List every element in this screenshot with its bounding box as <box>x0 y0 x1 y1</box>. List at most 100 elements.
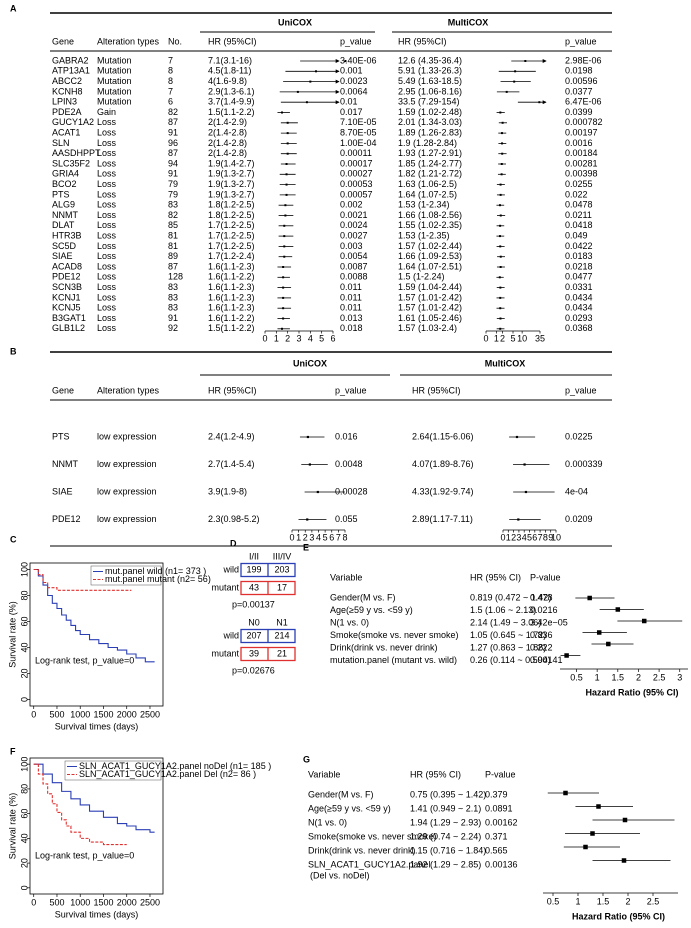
x-tick-label: 1 <box>595 672 600 682</box>
x-tick-label: 0 <box>500 532 505 542</box>
cell: 1.57 (1.03-2.4) <box>398 323 457 333</box>
cell: 1.29 (0.74 ~ 2.24) <box>410 831 481 841</box>
count: 43 <box>249 582 259 592</box>
row-label: mutant <box>211 648 239 658</box>
cell: 0.371 <box>485 831 508 841</box>
cell: 1.64 (1.07-2.5) <box>398 189 457 199</box>
cell: ABCC2 <box>52 76 82 86</box>
hr-point <box>499 307 502 310</box>
x-tick-label: 2 <box>511 532 516 542</box>
cell: 0.0023 <box>340 76 368 86</box>
column-header: HR (95%CI) <box>208 385 257 395</box>
cell: ALG9 <box>52 200 75 210</box>
column-header: p_value <box>340 36 372 46</box>
x-tick-label: 4 <box>316 532 321 542</box>
hr-point <box>308 463 311 466</box>
survival-curve <box>33 568 132 591</box>
cell: Mutation <box>97 55 132 65</box>
cell: 2.64(1.15-6.06) <box>412 431 474 441</box>
cell: 1.5 (1-2.24) <box>398 272 445 282</box>
x-tick-label: 0.5 <box>547 896 560 906</box>
column-header: P-value <box>485 769 516 779</box>
cell: Drink(drink vs. never drink) <box>308 845 416 855</box>
cell: 0.00281 <box>565 158 598 168</box>
cell: Loss <box>97 292 117 302</box>
cell: Loss <box>97 261 117 271</box>
x-tick-label: 1000 <box>70 897 90 907</box>
cell: 1.66 (1.09-2.53) <box>398 251 462 261</box>
x-tick-label: 5 <box>323 532 328 542</box>
hr-point <box>284 204 287 207</box>
cell: 1.15 (0.716 ~ 1.84) <box>410 845 486 855</box>
y-tick-label: 60 <box>19 616 29 626</box>
x-tick-label: 6 <box>532 532 537 542</box>
cell: 83 <box>168 303 178 313</box>
cell: PDE12 <box>52 514 81 524</box>
cell: BCO2 <box>52 179 77 189</box>
column-header: HR (95%CI) <box>398 36 447 46</box>
cell: 2.3(0.98-5.2) <box>208 514 260 524</box>
x-tick-label: 2500 <box>140 897 160 907</box>
column-header: HR (95%CI) <box>208 36 257 46</box>
cell: 2(1.4-2.9) <box>208 117 247 127</box>
cell: Smoke(smoke vs. never smoke) <box>330 630 459 640</box>
cell: 0.000782 <box>565 117 603 127</box>
cell: 1.05 (0.645 ~ 1.72) <box>470 630 546 640</box>
y-axis-label: Survival rate (%) <box>7 793 17 860</box>
cell: Loss <box>97 210 117 220</box>
hr-point <box>524 60 527 62</box>
hr-point <box>500 173 503 176</box>
hr-point <box>596 804 601 809</box>
cell: 0.0434 <box>565 303 593 313</box>
x-tick-label: 10 <box>551 532 561 542</box>
column-header: HR (95%CI) <box>412 385 461 395</box>
column-header: HR (95% CI) <box>410 769 461 779</box>
column-header: Alteration types <box>97 36 160 46</box>
cell: KCNJ1 <box>52 292 81 302</box>
hr-point <box>286 152 289 155</box>
panel-label: C <box>10 534 17 544</box>
cell: 2.4(1.2-4.9) <box>208 431 255 441</box>
hr-point <box>309 80 312 83</box>
legend-box <box>90 565 162 586</box>
row-label: wild <box>222 630 239 640</box>
cell: 3.9(1.9-8) <box>208 486 247 496</box>
x-tick-label: 1.5 <box>612 672 625 682</box>
cell: 1.8(1.2-2.5) <box>208 200 255 210</box>
x-tick-label: 4 <box>308 333 313 343</box>
hr-point <box>286 142 289 145</box>
cell: low expression <box>97 486 157 496</box>
cell: 0.0016 <box>565 138 593 148</box>
cell: 0.00011 <box>340 148 372 158</box>
x-tick-label: 0.5 <box>570 672 583 682</box>
cell: 0.0024 <box>340 220 368 230</box>
cell: Loss <box>97 200 117 210</box>
group-title: UniCOX <box>293 358 327 368</box>
cell: ATP13A1 <box>52 66 90 76</box>
cell: 1.92 (1.29 ~ 2.85) <box>410 859 481 869</box>
hr-point <box>501 152 504 155</box>
cell: 0.011 <box>340 292 362 302</box>
cell: 0.478 <box>530 592 553 602</box>
cell: Loss <box>97 313 117 323</box>
column-header: N1 <box>276 617 288 627</box>
cell: DLAT <box>52 220 75 230</box>
cell: 83 <box>168 292 178 302</box>
hr-point <box>283 245 286 248</box>
x-axis-label: Survival times (days) <box>55 721 139 731</box>
x-tick-label: 7 <box>336 532 341 542</box>
cell: 0.75 (0.395 ~ 1.42) <box>410 789 486 799</box>
hr-point <box>621 858 627 863</box>
hr-point <box>499 327 502 330</box>
cell: Age(≥59 y vs. <59 y) <box>330 605 413 615</box>
cell: 1.63 (1.06-2.5) <box>398 179 457 189</box>
x-tick-label: 2 <box>625 896 630 906</box>
x-tick-label: 5 <box>319 333 324 343</box>
cell: SCN3B <box>52 282 82 292</box>
y-tick-label: 20 <box>19 668 29 678</box>
cell: 7.10E-05 <box>340 117 377 127</box>
panel-label: F <box>10 746 16 756</box>
hr-point <box>498 204 501 207</box>
y-tick-label: 40 <box>19 642 29 652</box>
cell: 91 <box>168 127 178 137</box>
